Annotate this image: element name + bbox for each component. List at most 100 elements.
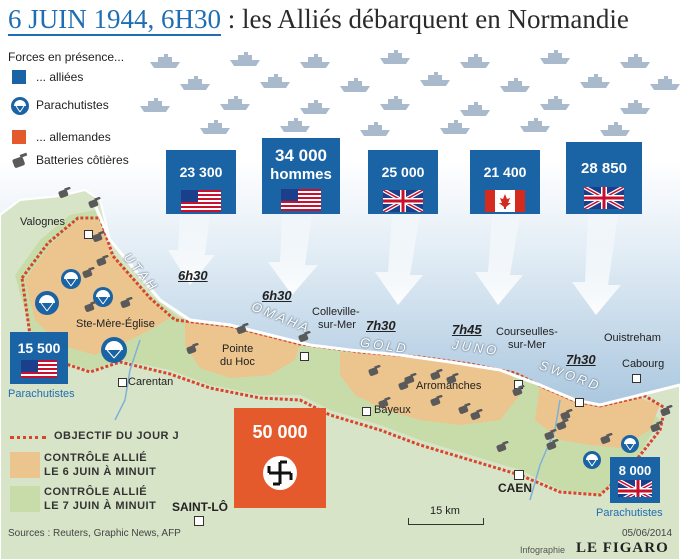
- force-box-sword: 28 850: [566, 142, 642, 214]
- ship-icon: [460, 54, 490, 68]
- ship-icon: [540, 50, 570, 64]
- river: [114, 339, 141, 421]
- paratroopers-box-uk: 8 000: [610, 457, 660, 503]
- city-marker: [194, 516, 204, 526]
- ship-icon: [520, 118, 550, 132]
- scale-bar: [408, 518, 484, 525]
- ship-icon: [300, 100, 330, 114]
- ship-icon: [540, 96, 570, 110]
- battery-icon: [58, 186, 72, 204]
- ship-icon: [600, 122, 630, 136]
- le-figaro-logo: LE FIGARO: [576, 540, 669, 556]
- ship-icon: [380, 50, 410, 64]
- legend-heading: Forces en présence...: [8, 50, 125, 64]
- battery-icon: [82, 266, 96, 284]
- ship-icon: [380, 96, 410, 110]
- control-7-june-area: [15, 210, 660, 495]
- legend-paratroopers: Parachutistes: [36, 98, 109, 112]
- parachute-icon: [10, 96, 30, 121]
- ship-icon: [200, 120, 230, 134]
- battery-icon: [186, 342, 200, 360]
- force-value: 28 850: [581, 160, 627, 177]
- legend-allied: ... alliées: [36, 70, 84, 84]
- force-value: 21 400: [483, 164, 527, 180]
- parachute-icon: [582, 450, 602, 475]
- page-title: 6 JUIN 1944, 6H30 : les Alliés débarquen…: [8, 4, 629, 36]
- landing-time-gold: 7h30: [366, 318, 396, 333]
- allied-swatch-icon: [12, 70, 26, 84]
- german-value: 50 000: [252, 422, 308, 442]
- title-separator: :: [227, 4, 236, 34]
- uk-flag-icon: [618, 480, 652, 497]
- german-force-box: 50 000: [234, 408, 326, 508]
- battery-icon: [446, 372, 460, 390]
- ship-icon: [230, 52, 260, 66]
- battery-icon: [236, 322, 250, 340]
- place-courseulles-2: sur-Mer: [508, 339, 546, 351]
- swastika-icon: [263, 456, 297, 490]
- scale-label: 15 km: [430, 505, 460, 517]
- battery-icon: [368, 364, 382, 382]
- paratroopers-label-uk: Parachutistes: [596, 507, 663, 519]
- ship-icon: [140, 98, 170, 112]
- landing-time-omaha: 6h30: [262, 288, 292, 303]
- arrow-juno: [475, 215, 523, 305]
- ship-icon: [150, 54, 180, 68]
- arrow-gold: [375, 215, 423, 305]
- battery-icon: [556, 418, 570, 436]
- legend-control-7-line1: CONTRÔLE ALLIÉ: [44, 486, 148, 498]
- arrow-sword: [572, 215, 621, 315]
- battery-icon: [600, 432, 614, 450]
- battery-icon: [84, 300, 98, 318]
- ship-icon: [260, 74, 290, 88]
- force-value: 25 000: [381, 164, 425, 180]
- force-value: 23 300: [179, 164, 223, 180]
- place-ste-mere-eglise: Ste-Mère-Église: [76, 318, 155, 330]
- battery-icon: [512, 384, 526, 402]
- ship-icon: [500, 78, 530, 92]
- control-7-swatch-icon: [10, 486, 40, 512]
- place-caen: CAEN: [498, 481, 533, 495]
- landing-time-utah: 6h30: [178, 268, 208, 283]
- ship-icon: [280, 118, 310, 132]
- parachute-icon: [34, 290, 60, 321]
- battery-icon: [544, 428, 558, 446]
- force-value: 34 000: [275, 146, 327, 165]
- fleet: [140, 50, 680, 136]
- battery-icon: [546, 438, 560, 456]
- legend-control-7-line2: LE 7 JUIN À MINUIT: [44, 500, 157, 512]
- ship-icon: [580, 74, 610, 88]
- place-pointe: Pointe: [222, 343, 254, 355]
- battery-icon: [470, 408, 484, 426]
- place-pointe-2: du Hoc: [220, 356, 255, 368]
- objective-line: [20, 216, 667, 497]
- objective-swatch-icon: [10, 436, 46, 442]
- town-marker: [575, 398, 584, 407]
- infographie-label: Infographie: [520, 545, 566, 555]
- force-box-omaha: 34 000 hommes: [262, 138, 340, 214]
- ship-icon: [440, 120, 470, 134]
- city-marker: [514, 470, 524, 480]
- battery-icon: [430, 394, 444, 412]
- title-date: 6 JUIN 1944, 6H30: [8, 4, 221, 36]
- legend-control-6-line1: CONTRÔLE ALLIÉ: [44, 452, 148, 464]
- legend-objective: OBJECTIF DU JOUR J: [54, 430, 180, 442]
- battery-icon: [120, 296, 134, 314]
- battery-icon: [378, 396, 392, 414]
- battery-icon: [496, 440, 510, 458]
- german-swatch-icon: [12, 130, 26, 144]
- battery-icon: [10, 152, 30, 175]
- battery-icon: [96, 254, 110, 272]
- canada-flag-icon: [485, 190, 525, 212]
- sources: Sources : Reuters, Graphic News, AFP: [8, 528, 181, 539]
- ship-icon: [220, 96, 250, 110]
- ship-icon: [180, 76, 210, 90]
- town-marker: [362, 407, 371, 416]
- landing-time-juno: 7h45: [452, 322, 482, 337]
- battery-icon: [660, 404, 674, 422]
- ship-icon: [360, 122, 390, 136]
- place-colleville: Colleville-: [312, 306, 360, 318]
- place-courseulles: Courseulles-: [496, 326, 558, 338]
- ship-icon: [420, 72, 450, 86]
